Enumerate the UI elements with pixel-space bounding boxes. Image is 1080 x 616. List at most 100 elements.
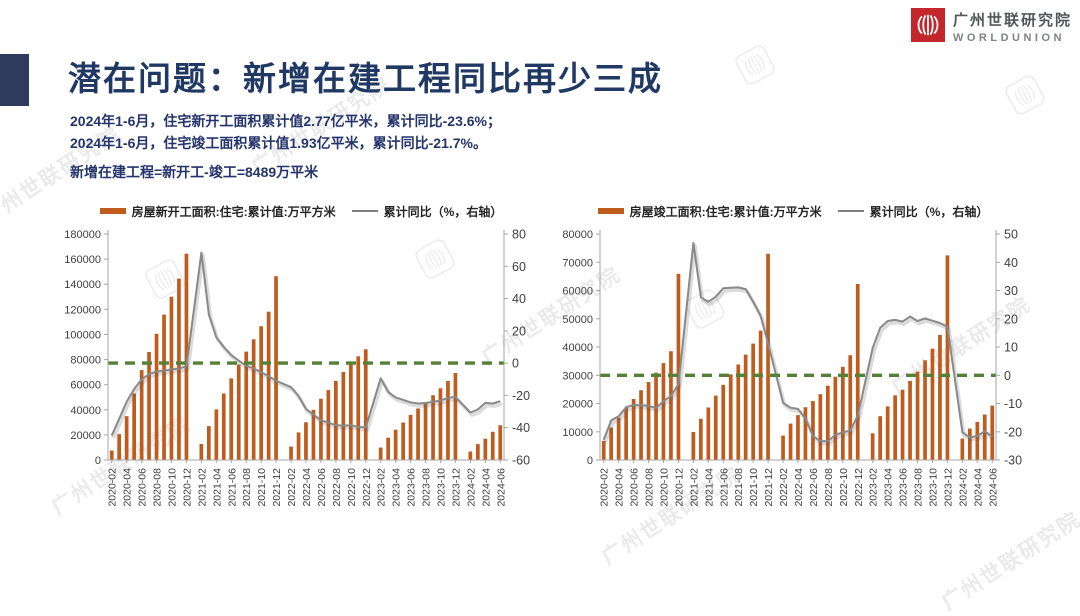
x-tick-label: 2021-04 xyxy=(703,468,715,507)
y-right-tick-label: -40 xyxy=(512,421,530,435)
x-tick-label: 2023-02 xyxy=(868,468,880,507)
legend-item-line: 累计同比（%，右轴） xyxy=(351,203,502,220)
bar xyxy=(408,414,413,460)
x-tick-label: 2022-04 xyxy=(793,468,805,507)
bar xyxy=(326,390,331,460)
x-tick-label: 2021-08 xyxy=(733,468,745,507)
line-swatch-icon xyxy=(837,209,864,213)
y-right-tick-label: -60 xyxy=(512,454,530,468)
chart-panel-new-starts: 房屋新开工面积:住宅:累计值:万平方米 累计同比（%，右轴） 0 20000 400… xyxy=(60,200,542,542)
bar-swatch-icon xyxy=(99,208,126,214)
bar xyxy=(743,354,748,460)
bar xyxy=(616,417,621,460)
bar xyxy=(758,330,763,460)
y-left-tick-label: 20000 xyxy=(562,399,593,411)
bar xyxy=(117,434,121,460)
bar xyxy=(431,395,435,460)
bar xyxy=(490,431,495,461)
bar xyxy=(109,450,114,460)
bar xyxy=(341,372,346,460)
x-tick-label: 2023-04 xyxy=(883,468,895,507)
bar xyxy=(386,437,390,460)
bar xyxy=(423,402,428,460)
bar xyxy=(393,429,398,460)
bar xyxy=(788,423,793,460)
subtitle-block: 2024年1-6月，住宅新开工面积累计值2.77亿平米，累计同比-23.6%； … xyxy=(70,110,501,183)
x-tick-label: 2021-12 xyxy=(271,468,283,507)
bar xyxy=(654,372,658,460)
x-tick-label: 2023-12 xyxy=(450,468,462,507)
y-left-tick-label: 50000 xyxy=(562,314,593,326)
bar xyxy=(169,296,174,460)
x-tick-label: 2022-08 xyxy=(331,468,343,507)
bar xyxy=(446,380,450,460)
bar xyxy=(124,416,129,460)
x-tick-label: 2024-02 xyxy=(465,468,477,507)
bar xyxy=(803,407,808,460)
legend-new-starts: 房屋新开工面积:住宅:累计值:万平方米 累计同比（%，右轴） xyxy=(60,200,542,222)
x-tick-label: 2020-08 xyxy=(644,468,656,507)
x-tick-label: 2021-04 xyxy=(211,468,223,507)
y-left-tick-label: 140000 xyxy=(64,279,101,291)
x-tick-label: 2020-06 xyxy=(629,468,641,507)
y-left-tick-label: 180000 xyxy=(64,229,101,241)
x-tick-label: 2021-08 xyxy=(241,468,253,507)
x-tick-label: 2023-08 xyxy=(913,468,925,507)
bar xyxy=(363,349,368,460)
x-tick-label: 2022-06 xyxy=(316,468,328,507)
trend-line-shadow xyxy=(111,253,503,439)
y-left-tick-label: 30000 xyxy=(562,370,593,382)
x-tick-label: 2023-08 xyxy=(421,468,433,507)
bar xyxy=(601,440,606,460)
x-tick-label: 2021-12 xyxy=(763,468,775,507)
y-left-tick-label: 120000 xyxy=(64,304,101,316)
chart-new-starts: 0 20000 40000 60000 80000 100000 120000 140000 1… xyxy=(64,228,530,507)
bar xyxy=(915,371,920,460)
bar xyxy=(498,425,503,460)
y-right-tick-label: -20 xyxy=(1004,425,1022,439)
bar xyxy=(154,333,159,460)
legend-label-bar: 房屋新开工面积:住宅:累计值:万平方米 xyxy=(131,204,336,219)
bar xyxy=(938,334,942,460)
bar xyxy=(162,314,166,460)
x-tick-label: 2023-02 xyxy=(376,468,388,507)
bar xyxy=(296,432,301,460)
bar xyxy=(251,339,256,460)
bar xyxy=(699,418,703,460)
x-tick-label: 2024-02 xyxy=(957,468,969,507)
x-tick-label: 2022-10 xyxy=(346,468,358,507)
bar xyxy=(438,388,443,460)
bar xyxy=(945,255,950,460)
x-tick-label: 2020-10 xyxy=(659,468,671,507)
chart-completions: 0 10000 20000 30000 40000 50000 60000 70000 8000… xyxy=(562,228,1022,507)
bar xyxy=(214,409,219,460)
x-tick-label: 2023-06 xyxy=(898,468,910,507)
y-left-tick-label: 0 xyxy=(587,455,593,467)
bar xyxy=(960,438,965,460)
bar xyxy=(676,273,681,460)
bar xyxy=(751,343,755,460)
y-left-tick-label: 80000 xyxy=(70,355,101,367)
x-tick-label: 2022-04 xyxy=(301,468,313,507)
y-left-tick-label: 0 xyxy=(95,455,101,467)
bar xyxy=(304,422,308,460)
watermark-logo-icon xyxy=(1005,75,1045,115)
bar xyxy=(930,348,935,460)
bar xyxy=(646,382,651,460)
bar xyxy=(848,355,853,460)
bar xyxy=(975,421,980,460)
x-tick-label: 2020-12 xyxy=(674,468,686,507)
bar xyxy=(609,427,613,460)
x-tick-label: 2023-06 xyxy=(406,468,418,507)
bar xyxy=(139,370,144,460)
x-tick-label: 2022-02 xyxy=(778,468,790,507)
x-tick-label: 2020-08 xyxy=(152,468,164,507)
legend-item-line: 累计同比（%，右轴） xyxy=(837,203,988,220)
bar xyxy=(401,422,405,460)
bar xyxy=(982,414,987,460)
x-tick-label: 2021-10 xyxy=(748,468,760,507)
bar xyxy=(661,363,666,460)
bar xyxy=(900,389,905,460)
bar xyxy=(878,416,882,460)
formula-line: 新增在建工程=新开工-竣工=8489万平米 xyxy=(70,164,319,180)
